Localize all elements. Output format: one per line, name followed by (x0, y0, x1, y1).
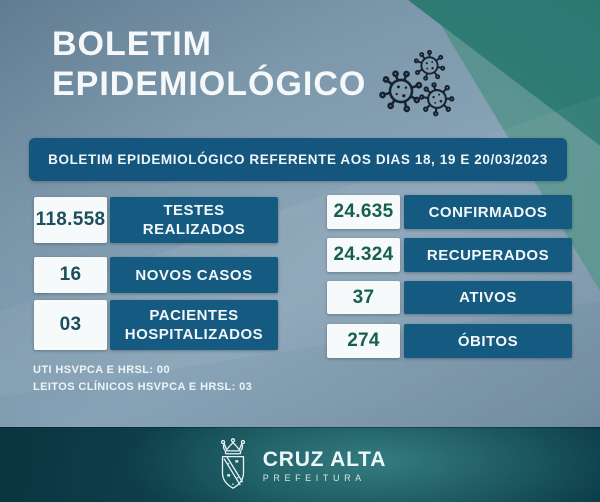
stat-value: 274 (327, 324, 400, 358)
footer-brand-text: CRUZ ALTA PREFEITURA (262, 448, 387, 484)
stat-value: 24.635 (327, 195, 400, 229)
virus-icon-group (374, 46, 473, 124)
stat-label: PACIENTES HOSPITALIZADOS (110, 300, 278, 350)
stat-value: 24.324 (327, 238, 400, 272)
stat-row-hospitalizados: 03 PACIENTES HOSPITALIZADOS (34, 300, 278, 350)
footer-brand-lockup: CRUZ ALTA PREFEITURA (214, 438, 386, 494)
note-leitos: LEITOS CLÍNICOS HSVPCA E HRSL: 03 (33, 381, 253, 393)
stat-value: 37 (327, 281, 400, 314)
page-title-line2: EPIDEMIOLÓGICO (52, 65, 367, 103)
stat-value: 16 (34, 257, 107, 293)
stat-label: NOVOS CASOS (110, 257, 278, 293)
stat-label: TESTES REALIZADOS (110, 197, 278, 243)
stat-value: 118.558 (34, 197, 107, 243)
stat-row-testes: 118.558 TESTES REALIZADOS (34, 197, 278, 243)
stat-label: ATIVOS (404, 281, 572, 314)
page-title: BOLETIM EPIDEMIOLÓGICO (52, 24, 366, 104)
stat-label: CONFIRMADOS (404, 195, 572, 229)
footer-brand-name: CRUZ ALTA (262, 448, 387, 471)
subtitle-banner: BOLETIM EPIDEMIOLÓGICO REFERENTE AOS DIA… (29, 138, 567, 181)
page-title-line1: BOLETIM (52, 25, 212, 63)
stat-value: 03 (34, 300, 107, 350)
stat-label: ÓBITOS (404, 324, 572, 358)
hospital-beds-notes: UTI HSVPCA E HRSL: 00 LEITOS CLÍNICOS HS… (33, 362, 252, 396)
stat-row-recuperados: 24.324 RECUPERADOS (327, 238, 572, 272)
subtitle-text: BOLETIM EPIDEMIOLÓGICO REFERENTE AOS DIA… (48, 152, 548, 167)
note-uti: UTI HSVPCA E HRSL: 00 (33, 364, 170, 376)
stat-row-novos-casos: 16 NOVOS CASOS (34, 257, 278, 293)
footer-band: CRUZ ALTA PREFEITURA (0, 427, 600, 502)
cruz-alta-coat-of-arms-icon (220, 438, 245, 489)
stat-row-obitos: 274 ÓBITOS (327, 324, 572, 358)
stat-label: RECUPERADOS (404, 238, 572, 272)
stat-row-confirmados: 24.635 CONFIRMADOS (327, 195, 572, 229)
virus-icon (416, 78, 458, 119)
stat-row-ativos: 37 ATIVOS (327, 281, 572, 314)
footer-brand-subtitle: PREFEITURA (262, 473, 366, 483)
